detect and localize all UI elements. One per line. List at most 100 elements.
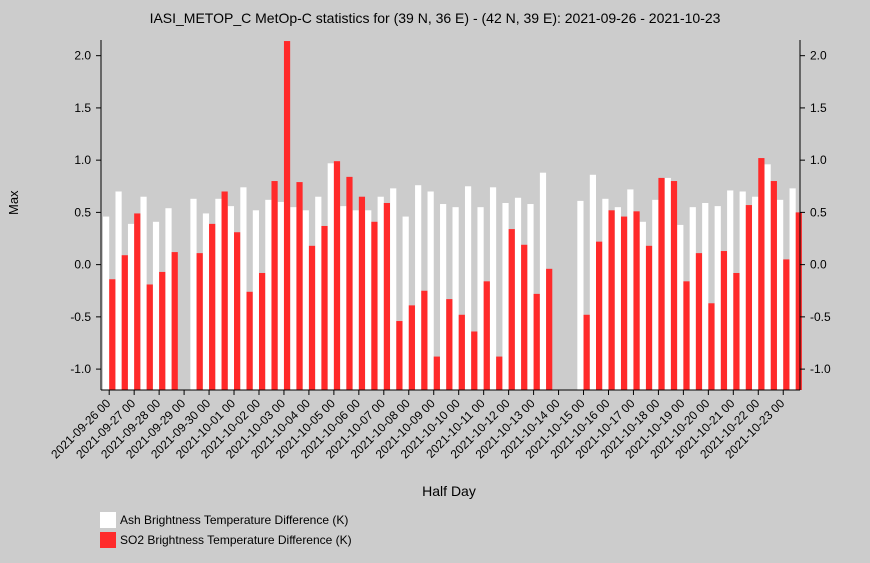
bar-so2 <box>483 281 490 390</box>
bar-ash <box>739 191 746 390</box>
bar-ash <box>202 213 210 390</box>
bar-so2 <box>283 41 291 390</box>
y-tick-label-right: -1.0 <box>810 362 831 376</box>
bar-so2 <box>209 223 216 390</box>
bar-so2 <box>596 241 603 390</box>
bar-ash <box>215 198 222 390</box>
bar-ash <box>764 164 771 390</box>
bar-so2 <box>645 245 653 390</box>
bar-ash <box>527 204 534 390</box>
bar-ash <box>677 224 684 390</box>
bar-so2 <box>333 161 341 390</box>
bar-ash <box>514 197 522 390</box>
y-tick-label-right: 2.0 <box>810 49 827 63</box>
bar-so2 <box>546 268 553 390</box>
bar-ash <box>277 201 284 390</box>
bar-so2 <box>396 321 403 390</box>
y-tick-label: 2.0 <box>74 49 91 63</box>
bar-ash <box>602 198 609 390</box>
bar-so2 <box>171 252 178 390</box>
y-tick-label: 0.5 <box>74 205 91 219</box>
bar-ash <box>664 177 671 390</box>
bar-so2 <box>346 176 353 390</box>
bar-ash <box>652 199 659 390</box>
bar-ash <box>477 207 484 390</box>
bar-ash <box>190 198 197 390</box>
bar-so2 <box>471 331 478 390</box>
bar-so2 <box>358 196 366 390</box>
bar-ash <box>702 202 709 390</box>
bar-so2 <box>408 305 415 390</box>
bar-so2 <box>620 216 628 390</box>
bar-so2 <box>583 314 590 390</box>
y-tick-label-right: 0.5 <box>810 205 827 219</box>
bar-ash <box>240 187 247 390</box>
bar-so2 <box>795 212 802 390</box>
y-tick-label-right: 0.0 <box>810 258 827 272</box>
legend-label-ash: Ash Brightness Temperature Difference (K… <box>120 513 349 527</box>
legend-item-ash: Ash Brightness Temperature Difference (K… <box>100 512 348 528</box>
bar-so2 <box>308 245 316 390</box>
bar-so2 <box>221 191 228 390</box>
bar-ash <box>639 221 646 390</box>
bar-ash <box>440 204 447 390</box>
y-tick-label: 1.0 <box>74 153 91 167</box>
bar-ash <box>302 210 309 390</box>
bar-so2 <box>708 303 715 390</box>
bar-so2 <box>109 279 116 390</box>
bar-so2 <box>508 229 515 390</box>
legend-label-so2: SO2 Brightness Temperature Difference (K… <box>120 533 352 547</box>
bar-ash <box>377 196 384 390</box>
bar-ash <box>327 163 334 390</box>
bar-ash <box>452 207 459 390</box>
bar-ash <box>140 196 147 390</box>
bar-so2 <box>770 181 777 390</box>
bar-ash <box>103 216 110 390</box>
bar-so2 <box>670 181 678 390</box>
bar-ash <box>689 207 696 390</box>
bar-so2 <box>720 251 728 390</box>
bar-so2 <box>383 202 391 390</box>
bar-ash <box>315 196 322 390</box>
y-tick-label-right: 1.0 <box>810 153 827 167</box>
bar-so2 <box>296 182 303 390</box>
bar-ash <box>789 188 796 390</box>
legend-item-so2: SO2 Brightness Temperature Difference (K… <box>100 532 352 548</box>
bar-ash <box>252 210 259 390</box>
bar-so2 <box>433 356 440 390</box>
bar-so2 <box>733 272 740 390</box>
bar-so2 <box>758 158 765 390</box>
bar-so2 <box>608 210 615 390</box>
bar-ash <box>777 199 784 390</box>
bar-so2 <box>146 284 153 390</box>
legend-swatch-ash <box>100 512 116 528</box>
bar-ash <box>227 206 235 390</box>
x-axis-label: Half Day <box>422 483 476 499</box>
bar-ash <box>627 189 634 390</box>
bar-ash <box>390 188 397 390</box>
bar-ash <box>165 208 172 390</box>
bar-ash <box>727 190 734 390</box>
bar-ash <box>365 210 372 390</box>
bar-so2 <box>159 271 166 390</box>
bar-so2 <box>633 211 640 390</box>
bar-ash <box>352 210 359 390</box>
bar-ash <box>115 191 122 390</box>
bar-so2 <box>134 213 141 390</box>
bar-ash <box>464 186 472 390</box>
y-tick-label-right: -0.5 <box>810 310 831 324</box>
bar-so2 <box>196 253 203 390</box>
bar-so2 <box>446 299 453 390</box>
bar-ash <box>539 172 547 390</box>
bar-ash <box>502 202 509 390</box>
bar-ash <box>265 199 272 390</box>
bar-so2 <box>371 221 378 390</box>
bar-so2 <box>683 281 690 390</box>
chart-title: IASI_METOP_C MetOp-C statistics for (39 … <box>149 10 721 26</box>
bar-so2 <box>533 293 540 390</box>
bar-so2 <box>745 205 752 390</box>
y-tick-label: -0.5 <box>70 310 91 324</box>
bar-ash <box>402 216 409 390</box>
bar-ash <box>127 223 135 390</box>
bar-so2 <box>258 272 266 390</box>
